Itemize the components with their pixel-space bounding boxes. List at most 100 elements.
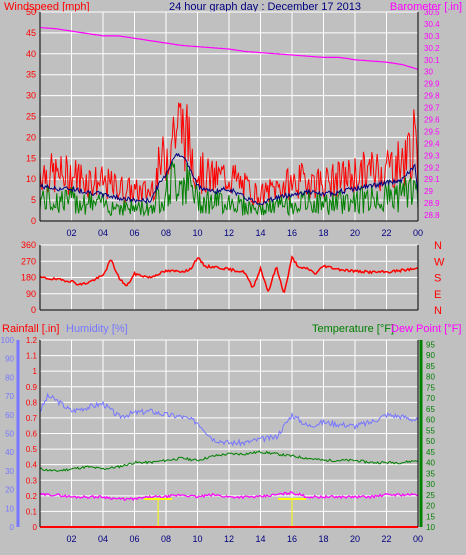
p2-y-tick-label: 0: [31, 305, 36, 315]
p3-x-tick-label: 12: [224, 534, 234, 544]
p3-humidity-tick-label: 70: [5, 392, 14, 401]
dewpoint-line: [39, 490, 419, 502]
p3-x-tick-label: 20: [350, 534, 360, 544]
p1-y-tick-label: 5: [31, 195, 36, 205]
compass-label: N: [434, 240, 442, 252]
p3-humidity-tick-label: 20: [5, 486, 14, 495]
compass-label: W: [434, 256, 445, 268]
p3-humidity-tick-label: 60: [5, 411, 14, 420]
p3-humidity-tick-label: 80: [5, 373, 14, 382]
p3-humidity-tick-label: 90: [5, 355, 14, 364]
temperature-axis-title: Temperature [°F]: [312, 323, 394, 335]
p3-temp-tick-label: 45: [426, 448, 435, 457]
p3-temp-tick-label: 20: [426, 502, 435, 511]
p3-rain-tick-label: 0.3: [26, 476, 38, 485]
temperature-line: [39, 450, 419, 472]
p1-y-tick-label: 0: [31, 216, 36, 226]
p1-x-tick-label: 06: [129, 228, 139, 238]
p3-temp-tick-label: 30: [426, 480, 435, 489]
p1-y2-tick-label: 28.8: [424, 211, 440, 220]
p3-rain-tick-label: 0.4: [26, 461, 38, 470]
wind-gust-line: [39, 102, 419, 207]
p3-temp-tick-label: 85: [426, 362, 435, 371]
chart-title: 24 hour graph day : December 17 2013: [169, 1, 361, 13]
p3-rain-tick-label: 0.1: [26, 507, 38, 516]
p3-x-tick-label: 18: [318, 534, 328, 544]
compass-label: N: [434, 305, 442, 317]
p1-y-tick-label: 20: [26, 132, 36, 142]
series-layer: [39, 26, 419, 528]
p3-temp-tick-label: 65: [426, 405, 435, 414]
p3-x-tick-label: 10: [192, 534, 202, 544]
p3-rain-tick-label: 0: [33, 523, 38, 532]
p3-temp-tick-label: 80: [426, 373, 435, 382]
wind-avg-line: [39, 152, 419, 206]
p1-y2-tick-label: 30.3: [424, 32, 440, 41]
p1-y2-tick-label: 29.4: [424, 139, 440, 148]
p1-x-tick-label: 02: [66, 228, 76, 238]
p3-x-tick-label: 22: [381, 534, 391, 544]
p3-rain-tick-label: 0.2: [26, 492, 38, 501]
p1-y-tick-label: 40: [26, 49, 36, 59]
p3-temp-tick-label: 10: [426, 523, 435, 532]
p3-temp-tick-label: 60: [426, 416, 435, 425]
p2-y-tick-label: 360: [21, 240, 36, 250]
wind-direction-line: [39, 255, 419, 293]
p3-temp-tick-label: 40: [426, 459, 435, 468]
rainfall-axis-title: Rainfall [.in]: [2, 323, 59, 335]
p3-temp-tick-label: 70: [426, 394, 435, 403]
p1-y-tick-label: 30: [26, 91, 36, 101]
p3-temp-tick-label: 25: [426, 491, 435, 500]
p2-y-tick-label: 180: [21, 273, 36, 283]
p3-humidity-tick-label: 50: [5, 430, 14, 439]
p3-rain-tick-label: 1.2: [26, 336, 38, 345]
p3-x-tick-label: 00: [413, 534, 423, 544]
p3-temp-tick-label: 15: [426, 512, 435, 521]
p3-x-tick-label: 14: [255, 534, 265, 544]
p1-y2-tick-label: 29.6: [424, 115, 440, 124]
p1-x-tick-label: 10: [192, 228, 202, 238]
p1-x-tick-label: 18: [318, 228, 328, 238]
p3-humidity-tick-label: 100: [1, 336, 15, 345]
compass-label: E: [434, 289, 441, 301]
p3-rain-tick-label: 0.7: [26, 414, 38, 423]
p1-y-tick-label: 15: [26, 153, 36, 163]
p1-y2-tick-label: 30.1: [424, 56, 440, 65]
p3-rain-tick-label: 0.8: [26, 398, 38, 407]
dewpoint-axis-title: Dew Point [°F]: [391, 323, 461, 335]
humidity-line: [39, 392, 419, 447]
p3-rain-tick-label: 1.1: [26, 352, 38, 361]
p1-y-tick-label: 10: [26, 174, 36, 184]
p1-y2-tick-label: 30.4: [424, 20, 440, 29]
p1-x-tick-label: 08: [161, 228, 171, 238]
p1-y2-tick-label: 29.1: [424, 175, 440, 184]
p3-humidity-tick-label: 40: [5, 448, 14, 457]
p1-y2-tick-label: 29.5: [424, 127, 440, 136]
p3-x-tick-label: 06: [129, 534, 139, 544]
barometer-line: [39, 26, 419, 70]
p1-y2-tick-label: 28.9: [424, 199, 440, 208]
p3-temp-tick-label: 35: [426, 469, 435, 478]
p3-x-tick-label: 16: [287, 534, 297, 544]
p1-y2-tick-label: 29.7: [424, 104, 440, 113]
p3-temp-tick-label: 50: [426, 437, 435, 446]
p3-humidity-tick-label: 0: [10, 523, 15, 532]
p3-x-tick-label: 02: [66, 534, 76, 544]
p3-rain-tick-label: 0.9: [26, 383, 38, 392]
wind-low-line: [39, 161, 419, 217]
p1-y-tick-label: 25: [26, 112, 36, 122]
p3-temp-tick-label: 75: [426, 383, 435, 392]
barometer-axis-title: Barometer [.in]: [390, 1, 462, 13]
p1-y-tick-label: 35: [26, 70, 36, 80]
p1-x-tick-label: 16: [287, 228, 297, 238]
p1-y-tick-label: 50: [26, 7, 36, 17]
p3-rain-tick-label: 0.5: [26, 445, 38, 454]
p1-y2-tick-label: 30.5: [424, 8, 440, 17]
p1-y2-tick-label: 29.8: [424, 92, 440, 101]
p1-x-tick-label: 12: [224, 228, 234, 238]
p1-y-tick-label: 45: [26, 28, 36, 38]
p3-rain-tick-label: 1: [33, 367, 38, 376]
